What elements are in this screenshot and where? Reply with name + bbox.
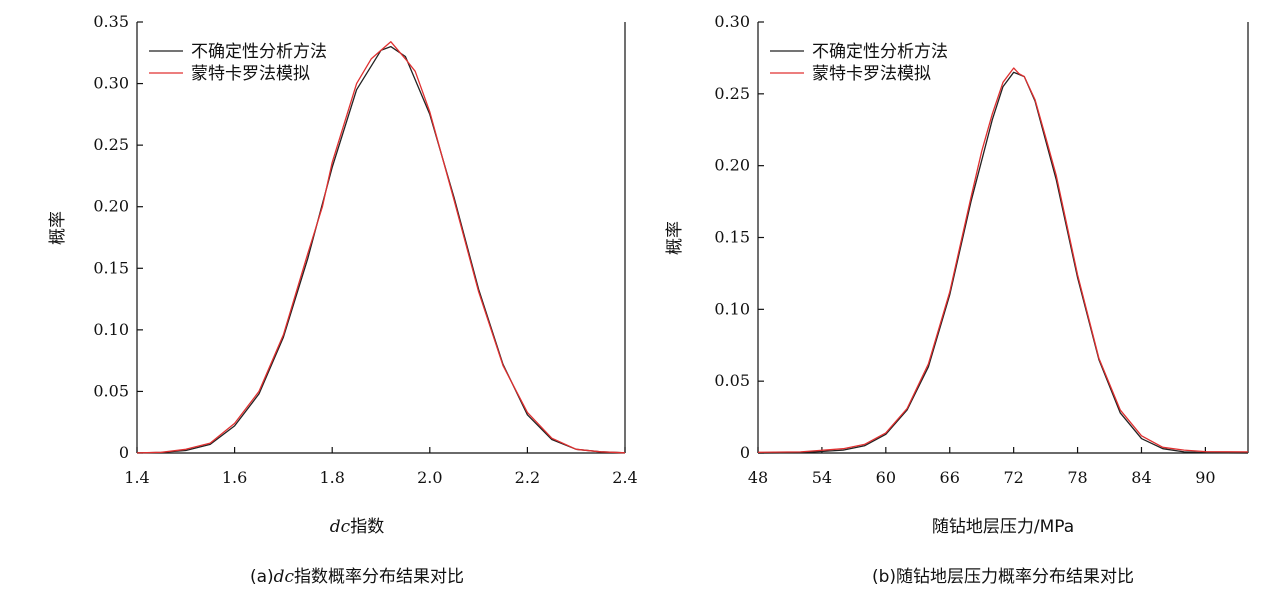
chart-b-caption-prefix: (b): [872, 567, 896, 587]
chart-a-caption-italic: dc: [274, 567, 295, 587]
chart-b-xlabel: 随钻地层压力/MPa: [932, 517, 1074, 537]
chart-b-xtick-label-2: 60: [876, 468, 896, 487]
chart-b-xtick-label-1: 54: [812, 468, 832, 487]
chart-a-xlabel-italic: dc: [330, 517, 351, 537]
chart-b-caption-rest: 随钻地层压力概率分布结果对比: [896, 567, 1134, 587]
chart-a-marks: 0 0.05 0.10 0.15 0.20 0.25 0.30 0.35 1.4 1.6 1.8 2.…: [93, 12, 637, 487]
chart-a-ytick-label-5: 0.25: [93, 135, 129, 154]
chart-b-caption: (b)随钻地层压力概率分布结果对比: [872, 567, 1134, 587]
chart-a-ytick-label-1: 0.05: [93, 381, 129, 400]
chart-a-ytick-label-6: 0.30: [93, 74, 129, 93]
chart-a-ytick-label-3: 0.15: [93, 258, 129, 277]
chart-b-ytick-label-4: 0.20: [714, 156, 750, 175]
chart-b-ytick-label-0: 0: [740, 443, 750, 462]
chart-b-xtick-label-6: 84: [1131, 468, 1151, 487]
chart-a-ytick-label-2: 0.10: [93, 320, 129, 339]
chart-b-legend-label-1: 蒙特卡罗法模拟: [812, 64, 931, 84]
chart-b-marks: 0 0.05 0.10 0.15 0.20 0.25 0.30 48 54 60 66 72 78 84 9…: [714, 12, 1249, 487]
chart-b-series-0-line: [757, 71, 1249, 454]
chart-b-ytick-label-3: 0.15: [714, 228, 750, 247]
chart-a-xtick-label-5: 2.4: [612, 468, 637, 487]
chart-b-xtick-label-4: 72: [1003, 468, 1023, 487]
chart-a-caption-rest: 指数概率分布结果对比: [294, 567, 464, 587]
chart-b-legend-label-0: 不确定性分析方法: [812, 42, 948, 62]
chart-a-series-1-line: [136, 41, 626, 454]
chart-a-xtick-label-0: 1.4: [124, 468, 149, 487]
chart-a-ylabel: 概率: [48, 211, 68, 245]
chart-a-xtick-label-2: 1.8: [319, 468, 344, 487]
chart-a-xtick-label-4: 2.2: [515, 468, 540, 487]
chart-a-ytick-label-7: 0.35: [93, 12, 129, 31]
chart-a-caption: (a)dc指数概率分布结果对比: [250, 567, 464, 587]
chart-b-xtick-label-0: 48: [748, 468, 768, 487]
chart-b-ytick-label-1: 0.05: [714, 371, 750, 390]
chart-a-xtick-label-1: 1.6: [222, 468, 247, 487]
chart-a-xlabel: dc指数: [330, 517, 384, 537]
chart-b-ytick-label-2: 0.10: [714, 299, 750, 318]
chart-b-ylabel: 概率: [665, 221, 685, 255]
chart-a-caption-prefix: (a): [250, 567, 274, 587]
chart-a-xlabel-rest: 指数: [350, 517, 384, 537]
chart-b-xtick-label-5: 78: [1067, 468, 1087, 487]
chart-b-xtick-label-7: 90: [1195, 468, 1215, 487]
chart-a-legend-label-0: 不确定性分析方法: [191, 42, 327, 62]
chart-b-ytick-label-5: 0.25: [714, 84, 750, 103]
chart-b-ytick-label-6: 0.30: [714, 12, 750, 31]
chart-b: 0 0.05 0.10 0.15 0.20 0.25 0.30 48 54 60 66 72 78 84 9…: [665, 12, 1249, 587]
chart-a-legend-label-1: 蒙特卡罗法模拟: [191, 64, 310, 84]
chart-a-ytick-label-4: 0.20: [93, 197, 129, 216]
chart-a-series-0-line: [136, 45, 626, 454]
chart-a: 0 0.05 0.10 0.15 0.20 0.25 0.30 0.35 1.4 1.6 1.8 2.…: [48, 12, 638, 587]
chart-b-xtick-label-3: 66: [940, 468, 960, 487]
chart-a-xtick-label-3: 2.0: [417, 468, 442, 487]
chart-a-ytick-label-0: 0: [119, 443, 129, 462]
chart-b-series-1-line: [757, 67, 1249, 453]
